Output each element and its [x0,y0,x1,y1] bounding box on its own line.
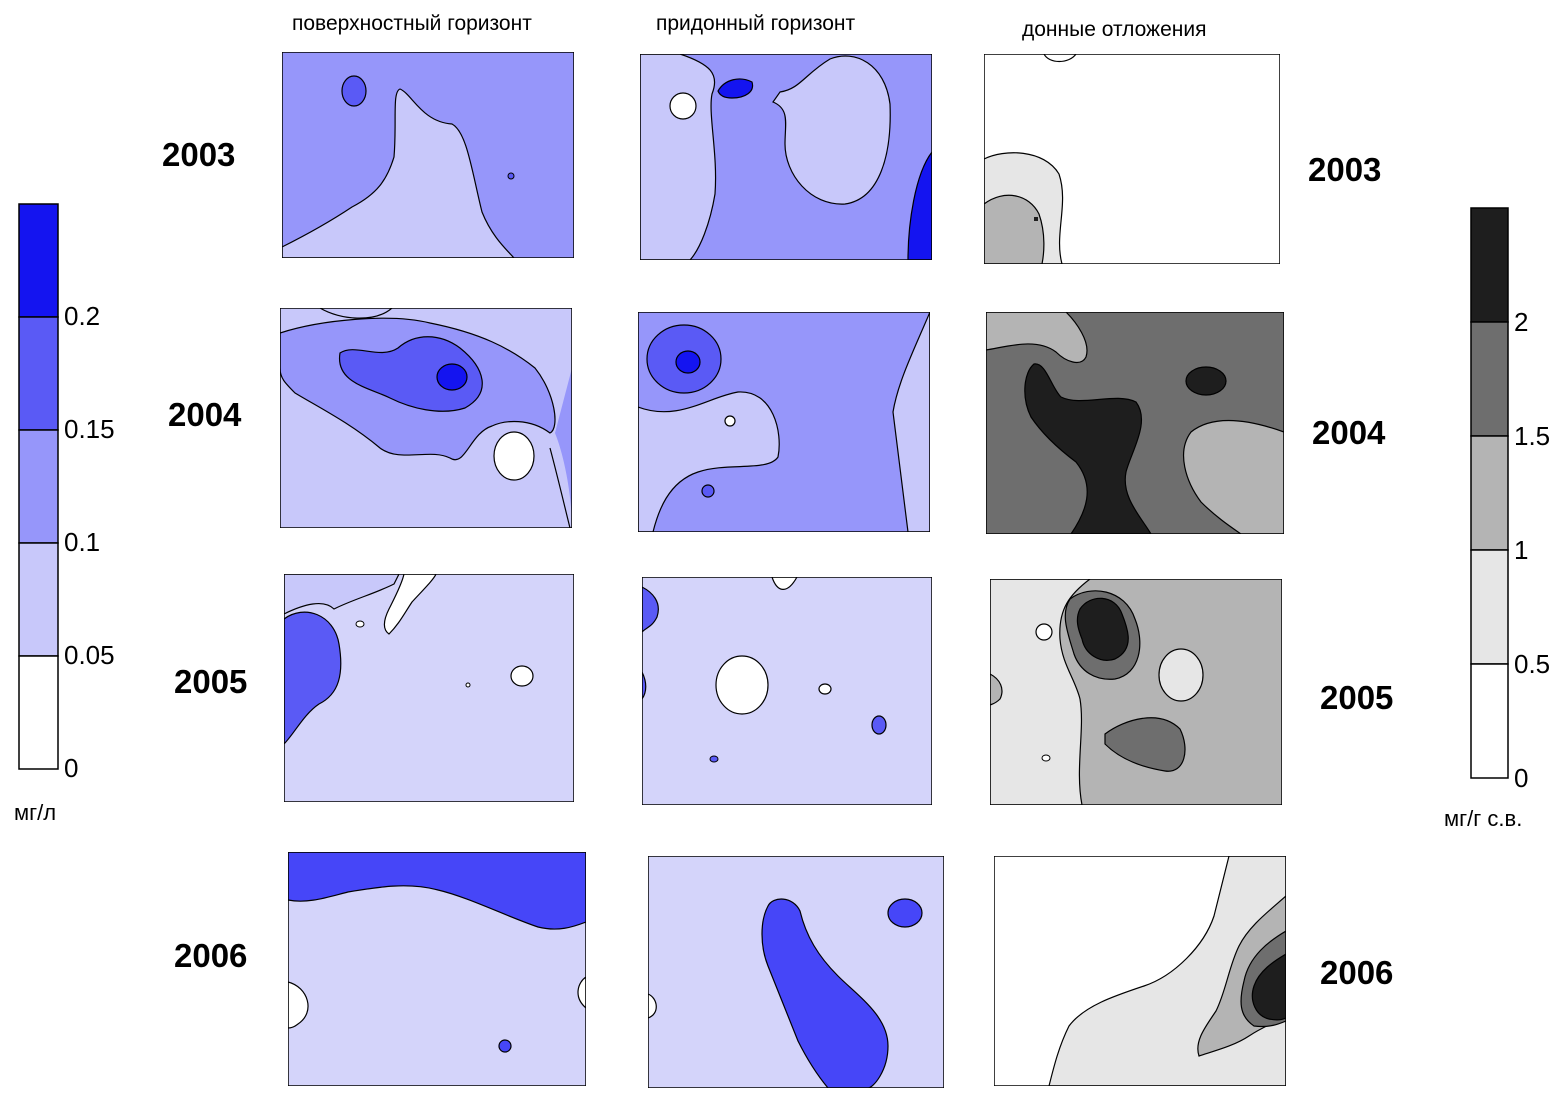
contour-0-0.05 [669,92,697,120]
contour-0.1-0.15 [284,611,342,745]
contour-0-0.05 [715,655,769,715]
contour-2-max [1024,363,1152,534]
year-label-right-2005: 2005 [1320,679,1394,716]
contour-0.05-0.1 [772,55,891,205]
colorbar-water-band-4 [18,203,59,318]
contour-1-1.5 [984,194,1045,264]
contour-0-0.05 [510,665,534,687]
contour-0.05-0.1 [284,574,400,615]
map-2005-bottom [642,577,932,805]
map-2003-surface [282,52,574,258]
contour-0-0.05 [465,682,471,688]
year-label-left-2006: 2006 [174,937,248,974]
map-bg [642,577,932,805]
contour-0.1-0.15 [642,586,659,633]
colorbar-sediment-tick-1: 1 [1514,535,1529,565]
contour-0.15-0.2 [339,336,483,412]
contour-1-1.5 [986,312,1088,364]
contour-small-mark [1034,217,1038,221]
contour-0.5-1 [1041,754,1051,762]
map-2004-sediments [986,312,1284,534]
contour-0.1-0.15 [288,852,586,930]
map-2004-surface [280,308,572,528]
contour-0.05-0.1 [282,88,515,258]
contour-1-1.5 [1183,419,1284,534]
contour-0.05-0.1 [638,391,780,532]
colorbar-sediment-band-1 [1470,549,1509,665]
colorbar-water-band-2 [18,429,59,544]
map-2005-sediments [990,579,1282,805]
colorbar-sediment [1470,207,1509,779]
contour-0.1-0.15 [887,898,923,928]
year-label-right-2003: 2003 [1308,151,1382,188]
colorbar-water-tick-0.1: 0.1 [64,527,101,557]
map-2006-sediments [994,856,1286,1086]
colorbar-water-tick-0.15: 0.15 [64,414,115,444]
colorbar-water-band-1 [18,542,59,657]
colorbar-sediment-tick-2: 2 [1514,307,1529,337]
map-2005-surface [284,574,574,802]
contour-edge-top [319,308,393,319]
contour-0.1-0.15 [498,1039,512,1053]
contour-edge [549,447,571,528]
contour-0.15-0.2 [717,78,754,99]
colorbar-water-band-3 [18,316,59,431]
contour-0.1-0.15 [709,755,719,763]
map-2006-bottom [648,856,944,1088]
year-label-left-2005: 2005 [174,663,248,700]
contour-1-1.5 [990,673,1003,706]
contour-0-0.05 [724,415,736,427]
column-title-bottom: придонный горизонт [656,12,856,35]
contour-0-0.05 [383,574,437,635]
colorbar-sediment-tick-1.5: 1.5 [1514,421,1551,451]
map-2006-surface [288,852,586,1086]
colorbar-water-unit: мг/л [14,800,57,825]
contour-0.15-0.2 [701,484,715,498]
contour-2-max [1185,366,1227,396]
colorbar-water-band-0 [18,655,59,770]
map-2003-bottom [640,54,932,260]
contour-0.5-1 [1158,648,1204,702]
colorbar-water [18,203,59,770]
contour-2-max [1251,953,1286,1021]
contour-0-0.05 [493,431,535,481]
contour-0.2-max [436,363,468,391]
colorbar-sediment-tick-0.5: 0.5 [1514,649,1551,679]
colorbar-water-tick-0: 0 [64,753,79,783]
map-2003-sediments [984,54,1280,264]
contour-0-0.05 [355,620,365,628]
year-label-left-2004: 2004 [168,396,242,433]
contour-0.15-0.2 [341,75,367,107]
contour-1.5-2 [1104,717,1186,772]
map-2004-bottom [638,312,930,532]
colorbar-sediment-band-2 [1470,435,1509,551]
contour-0-0.05 [818,683,832,695]
colorbar-sediment-unit: мг/г с.в. [1444,806,1523,831]
contour-0.2-max [675,350,701,374]
year-label-left-2003: 2003 [162,136,236,173]
year-label-right-2004: 2004 [1312,414,1386,451]
contour-0.1-0.15 [871,715,887,735]
contour-0.1-0.15 [761,898,889,1088]
colorbar-sediment-band-4 [1470,207,1509,323]
column-title-sediments: донные отложения [1022,18,1207,41]
colorbar-water-tick-0.2: 0.2 [64,301,101,331]
contour-0.15-0.2 [507,172,515,180]
contour-0.1-0.15 [555,368,572,528]
year-label-right-2006: 2006 [1320,954,1394,991]
column-title-surface: поверхностный горизонт [292,12,532,35]
colorbar-sediment-band-0 [1470,663,1509,779]
contour-0.5-1 [1035,623,1053,641]
contour-edge-top [1043,54,1077,63]
colorbar-sediment-band-3 [1470,321,1509,437]
contour-0.05-0.1 [640,54,717,260]
contour-0-0.05 [288,981,309,1029]
colorbar-sediment-tick-0: 0 [1514,763,1529,793]
colorbar-water-tick-0.05: 0.05 [64,640,115,670]
contour-0.05-0.1 [892,312,930,532]
contour-2-max [1076,597,1129,661]
